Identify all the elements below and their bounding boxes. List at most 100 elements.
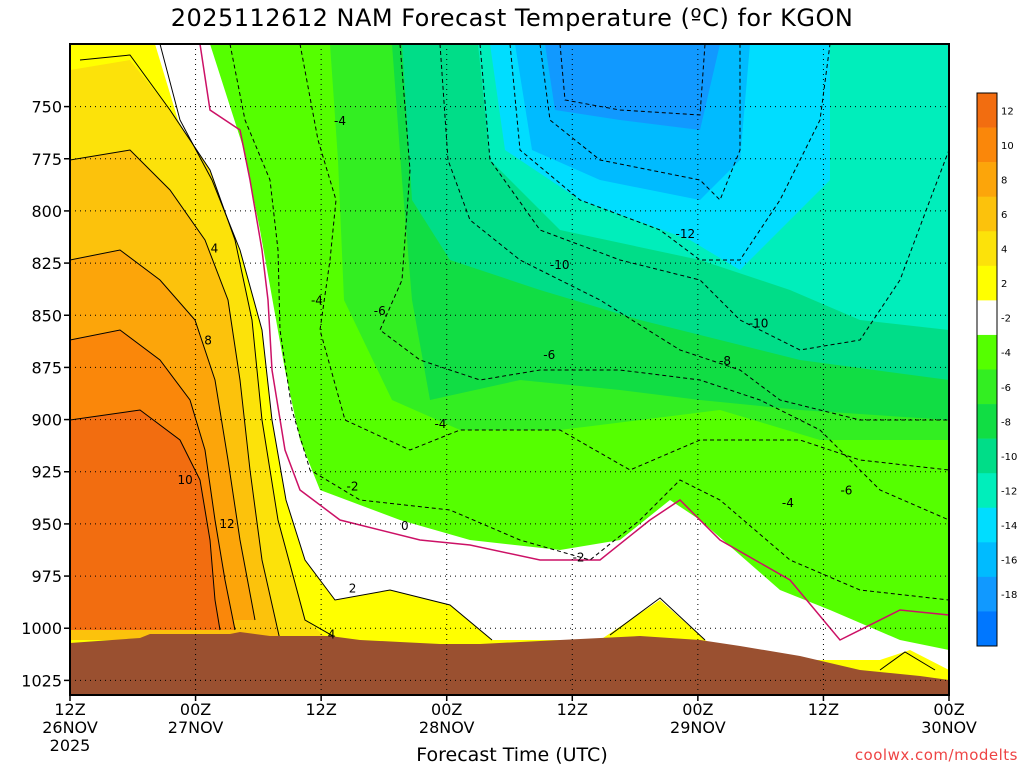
contour-label: -4 [311,294,323,308]
colorbar-swatch [977,404,997,439]
colorbar-label: -18 [1001,590,1017,601]
colorbar-label: 2 [1001,279,1007,290]
contour-minus16-line [559,44,706,116]
colorbar-swatch [977,334,997,370]
contour-lines [70,44,949,671]
contour-minus14-line [539,44,741,201]
contour-10-line [70,329,236,631]
contour-label: -8 [719,354,731,368]
contour-label: -4 [434,417,446,431]
contour-labels: -4 -4 -6 4 8 10 12 -4 -2 0 2 4 -10 -6 -12 -10 -8 -2 -4 -6 [177,114,852,641]
x-tick-label: 2025 [50,736,91,755]
contour-2-mid-line [609,597,706,641]
colorbar-label: -8 [1001,417,1011,428]
contour-label: -2 [347,479,359,493]
y-tick-label: 975 [31,567,62,586]
y-tick-label: 775 [31,150,62,169]
colorbar-swatch [977,265,997,301]
colorbar-swatch [977,611,997,647]
contour-label: -6 [374,304,386,318]
x-tick-label: 29NOV [670,718,726,737]
gridlines [70,44,949,695]
contour-12-line [70,409,221,631]
contour-label: 10 [177,473,192,487]
colorbar-label: 6 [1001,210,1007,221]
contour-label: 12 [219,517,234,531]
x-tick-label: 30NOV [921,718,977,737]
contour-2-small-line [879,651,936,671]
field-yellow [70,44,949,695]
colorbar-frame [976,92,998,647]
field-red-orange [70,410,220,630]
colorbar-swatch [977,438,997,474]
y-tick-label: 900 [31,411,62,430]
contour-4-line [79,54,341,641]
temperature-fields [70,44,949,695]
x-tick-label: 27NOV [168,718,224,737]
contour-minus4-line [299,44,949,471]
contour-label: -6 [543,348,555,362]
contour-label: 4 [328,627,336,641]
contour-label: -2 [573,550,585,564]
x-tick-label: 00Z [180,700,211,719]
colorbar-label: -4 [1001,348,1011,359]
y-tick-label: 875 [31,358,62,377]
y-tick-label: 950 [31,515,62,534]
colorbar-swatch [977,369,997,405]
contour-label: -4 [334,114,346,128]
colorbar-swatch [977,162,997,197]
x-tick-label: 12Z [808,700,839,719]
contour-label: -10 [550,258,570,272]
x-tick-label: 26NOV [42,718,98,737]
ground-terrain [70,632,949,695]
colorbar-label: -10 [1001,452,1017,463]
colorbar-swatch [977,300,997,336]
colorbar-swatch [977,231,997,267]
plot-frame [69,43,950,696]
x-tick-label: 12Z [54,700,85,719]
x-tick-label: 12Z [557,700,588,719]
colorbar-swatch [977,196,997,232]
colorbar-swatch [977,473,997,509]
contour-label: 2 [349,582,357,596]
field-blue [545,44,720,130]
y-tick-label: 1025 [21,671,62,690]
contour-2-line [159,44,493,641]
contour-label: -4 [782,496,794,510]
colorbar-swatch [977,576,997,612]
y-axis-ticks: 750 775 800 825 850 875 900 925 950 975 1000 1025 [21,98,70,690]
colorbar-label: -14 [1001,521,1017,532]
x-tick-label: 00Z [682,700,713,719]
contour-label: -10 [749,317,769,331]
y-tick-label: 750 [31,98,62,117]
colorbar-label: 10 [1001,141,1014,152]
colorbar-label: -12 [1001,486,1017,497]
colorbar-label: 12 [1001,106,1014,117]
y-tick-label: 800 [31,202,62,221]
y-tick-label: 925 [31,463,62,482]
colorbar-label: -2 [1001,314,1011,325]
contour-minus12-line [509,44,831,261]
x-tick-label: 28NOV [419,718,475,737]
chart-title: 2025112612 NAM Forecast Temperature (ºC)… [170,4,854,32]
x-axis-title: Forecast Time (UTC) [416,744,608,766]
contour-label: 0 [401,519,409,533]
contour-minus6-line [379,44,949,521]
contour-minus8-line [439,44,949,421]
y-tick-label: 850 [31,306,62,325]
colorbar-swatch [977,93,997,128]
y-tick-label: 825 [31,254,62,273]
colorbar-label: -16 [1001,556,1017,567]
credit-text: coolwx.com/modelts [854,746,1018,764]
x-tick-label: 00Z [933,700,964,719]
colorbar-label: -6 [1001,383,1011,394]
x-tick-label: 00Z [431,700,462,719]
colorbar-label: 4 [1001,245,1007,256]
contour-label: 4 [211,241,219,255]
colorbar-swatch [977,507,997,543]
y-tick-label: 1000 [21,619,62,638]
contour-label: -12 [675,227,695,241]
contour-minus2-line [229,44,949,601]
contour-zero-line [199,44,949,641]
